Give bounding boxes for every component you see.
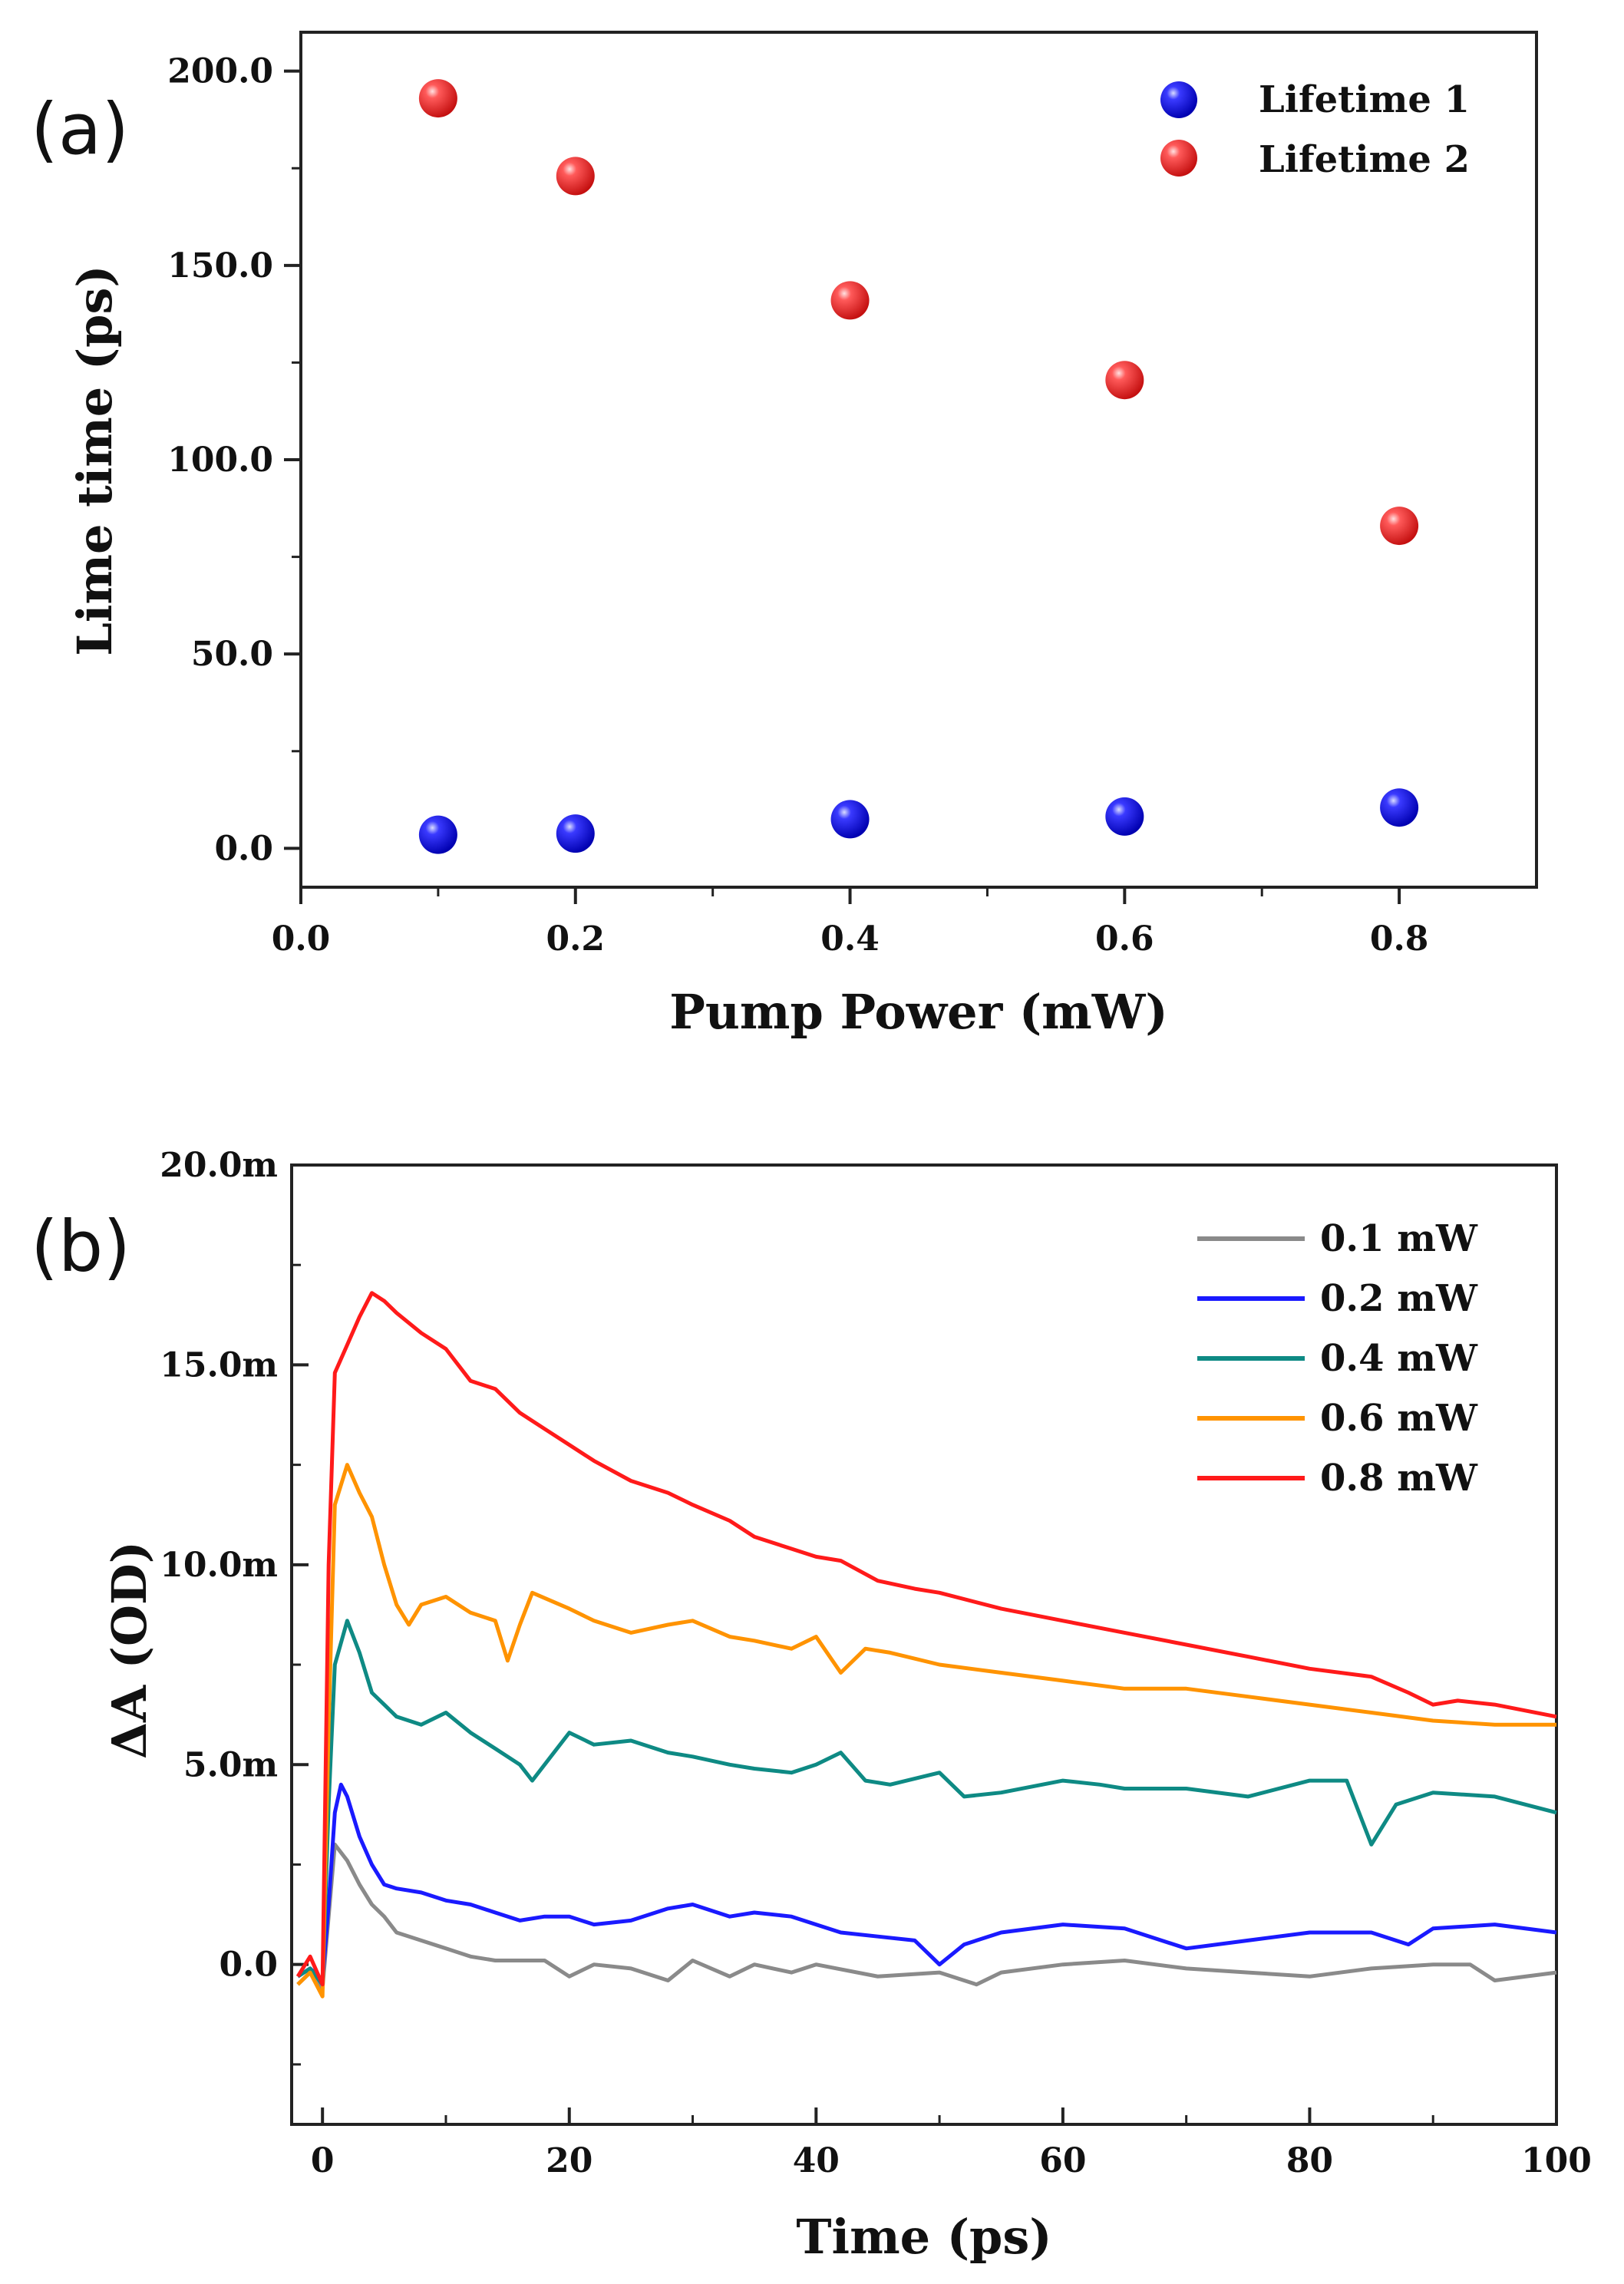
chart-a-point-lifetime-1 (830, 800, 870, 839)
chart-b-legend-label: 0.8 mW (1320, 1457, 1478, 1500)
chart-a-ytick-label: 100.0 (167, 441, 273, 480)
chart-a-xtick-label: 0.8 (1370, 919, 1429, 959)
chart-a-points (418, 79, 1419, 854)
chart-a-point-lifetime-1 (1380, 788, 1419, 827)
chart-b-ytick-label: 0.0 (219, 1946, 278, 1985)
chart-b: (b) 0 20 40 60 80 100 0.0 5.0m 10.0m 15.0m 20.0m 0… (31, 1146, 1592, 2265)
chart-a-point-lifetime-2 (418, 79, 457, 118)
chart-b-xtick-label: 100 (1521, 2141, 1592, 2180)
chart-b-ytick-label: 15.0m (160, 1345, 278, 1385)
chart-b-lines (295, 1291, 1557, 1998)
panel-label-a: (a) (31, 88, 129, 170)
chart-b-xtick-label: 0 (311, 2141, 335, 2180)
chart-b-xtick-label: 80 (1286, 2141, 1333, 2180)
legend-marker-lifetime-1 (1160, 81, 1197, 118)
chart-a-frame (299, 31, 1538, 889)
chart-a-xtick-label: 0.4 (820, 919, 880, 959)
legend-marker-lifetime-2 (1160, 140, 1197, 177)
chart-b-xtick-label: 60 (1039, 2141, 1086, 2180)
chart-b-ytick-label: 10.0m (160, 1546, 278, 1585)
chart-a-point-lifetime-1 (556, 814, 595, 853)
chart-b-frame (290, 1163, 1558, 2126)
chart-b-line-0-4-mw (296, 1619, 1557, 1987)
chart-a-ytick-label: 0.0 (214, 829, 273, 868)
chart-b-xtick-label: 40 (793, 2141, 840, 2180)
chart-a-xtick-label: 0.0 (272, 919, 331, 959)
chart-b-ylabel: ΔA (OD) (101, 1541, 157, 1759)
chart-b-line-0-2-mw (296, 1782, 1557, 1982)
chart-b-legend-label: 0.1 mW (1320, 1217, 1478, 1260)
chart-a: (a) 0.0 0.2 0.4 0.6 0.8 0.0 50.0 100.0 150.0 200.… (31, 31, 1538, 1040)
chart-a-legend: Lifetime 1 Lifetime 2 (1160, 78, 1470, 181)
chart-a-point-lifetime-2 (556, 157, 595, 196)
chart-b-ytick-label: 5.0m (183, 1745, 278, 1784)
chart-a-point-lifetime-2 (1380, 507, 1419, 546)
chart-a-ticks: 0.0 0.2 0.4 0.6 0.8 0.0 50.0 100.0 150.0 200.0 (167, 52, 1428, 959)
chart-a-xlabel: Pump Power (mW) (669, 984, 1168, 1040)
chart-a-point-lifetime-1 (1105, 797, 1144, 836)
chart-a-ytick-label: 150.0 (167, 246, 273, 286)
legend-label-lifetime-1: Lifetime 1 (1259, 78, 1470, 121)
chart-b-line-0-1-mw (296, 1842, 1557, 1991)
chart-a-xtick-label: 0.2 (546, 919, 605, 959)
chart-b-legend-label: 0.4 mW (1320, 1337, 1478, 1380)
panel-label-b: (b) (31, 1206, 130, 1288)
chart-b-legend-label: 0.6 mW (1320, 1397, 1478, 1440)
chart-a-point-lifetime-1 (418, 815, 457, 854)
chart-a-xtick-label: 0.6 (1095, 919, 1154, 959)
chart-b-ytick-label: 20.0m (160, 1146, 278, 1185)
chart-b-legend-label: 0.2 mW (1320, 1277, 1478, 1320)
legend-label-lifetime-2: Lifetime 2 (1259, 138, 1470, 181)
chart-b-xtick-label: 20 (546, 2141, 592, 2180)
chart-a-ytick-label: 200.0 (167, 52, 273, 91)
chart-a-point-lifetime-2 (1105, 361, 1144, 400)
chart-b-ticks: 0 20 40 60 80 100 0.0 5.0m 10.0m 15.0m 20.0m (160, 1146, 1592, 2180)
chart-b-legend: 0.1 mW 0.2 mW 0.4 mW 0.6 mW 0.8 mW (1197, 1217, 1478, 1500)
chart-b-line-0-6-mw (296, 1463, 1556, 1998)
chart-a-point-lifetime-2 (830, 281, 870, 320)
chart-b-xlabel: Time (ps) (796, 2209, 1051, 2265)
chart-b-line-0-8-mw (295, 1291, 1557, 1987)
chart-a-ytick-label: 50.0 (191, 635, 273, 674)
chart-a-ylabel: Lime time (ps) (67, 265, 123, 656)
